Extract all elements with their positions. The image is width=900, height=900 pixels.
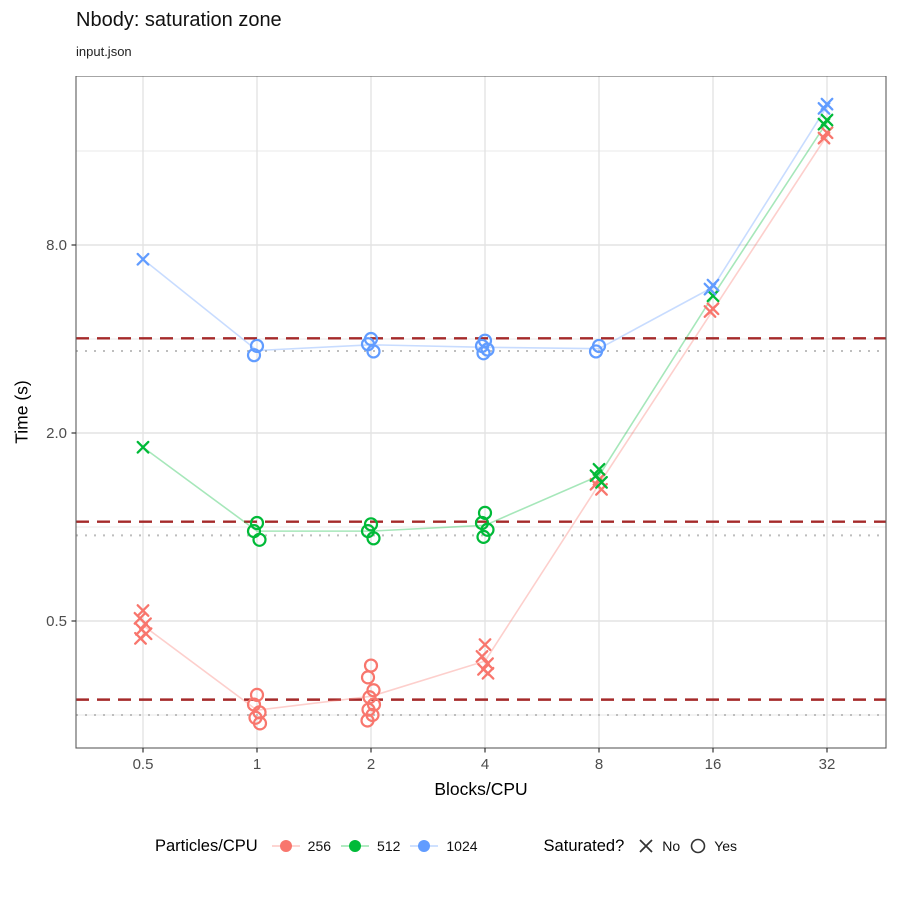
- x-tick-label: 4: [481, 756, 489, 773]
- data-point-circle: [366, 344, 381, 359]
- y-tick-label: 8.0: [46, 237, 67, 254]
- color-legend: Particles/CPU 256 512 1024: [155, 836, 486, 856]
- data-point-x: [817, 117, 831, 131]
- data-point-circle: [249, 687, 265, 702]
- data-point-circle: [476, 529, 491, 544]
- data-point-x: [478, 638, 492, 652]
- x-tick-label: 32: [819, 756, 836, 773]
- data-point-x: [136, 604, 150, 618]
- data-point-x: [703, 305, 717, 318]
- legend-dot-icon: [341, 840, 370, 852]
- y-tick-label: 2.0: [46, 425, 67, 442]
- data-point-x: [592, 462, 606, 476]
- data-point-circle: [246, 348, 262, 363]
- data-point-x: [475, 649, 489, 663]
- shape-legend: Saturated? No Yes: [544, 836, 745, 856]
- shape-legend-label: Yes: [714, 838, 738, 854]
- plot-panel: 0.5 1 2 4 8 16 32 8.0 2.0 0.5: [46, 76, 887, 773]
- legend-x-icon: [639, 839, 653, 853]
- x-tick-label: 2: [367, 756, 375, 773]
- data-point-circle: [360, 713, 375, 728]
- shape-legend-entry-no: No: [636, 836, 680, 856]
- x-axis-title: Blocks/CPU: [434, 779, 528, 799]
- shape-legend-entry-yes: Yes: [688, 836, 737, 856]
- data-point-circle: [366, 531, 381, 546]
- data-point-circle: [252, 532, 267, 547]
- data-point-circle: [366, 683, 381, 698]
- x-tick-label: 0.5: [133, 756, 154, 773]
- data-point-x: [706, 289, 720, 303]
- data-point-circle: [360, 670, 376, 685]
- color-legend-label: 256: [307, 838, 332, 854]
- y-axis-title: Time (s): [11, 380, 32, 444]
- chart-title: Nbody: saturation zone: [76, 9, 282, 31]
- color-legend-entry-1024: 1024: [408, 836, 478, 856]
- data-point-x: [817, 101, 831, 115]
- data-point-x: [136, 440, 150, 454]
- data-point-circle: [476, 346, 491, 361]
- data-point-x: [703, 282, 717, 296]
- x-tick-label: 16: [705, 756, 722, 773]
- color-legend-entry-512: 512: [339, 836, 400, 856]
- data-point-x: [481, 666, 495, 680]
- data-point-circle: [588, 344, 604, 359]
- data-point-circle: [252, 716, 268, 731]
- data-point-x: [817, 131, 831, 145]
- panel-background: [76, 76, 886, 748]
- shape-legend-title: Saturated?: [543, 836, 625, 855]
- legend-dot-icon: [410, 840, 439, 852]
- data-point-circle: [249, 338, 265, 354]
- x-tick-label: 1: [253, 756, 261, 773]
- data-point-x: [481, 657, 494, 671]
- y-tick-label: 0.5: [46, 613, 67, 630]
- chart-subtitle: input.json: [76, 44, 132, 59]
- data-point-circle: [480, 522, 495, 537]
- data-point-circle: [480, 342, 495, 357]
- data-point-x: [136, 252, 150, 266]
- data-point-x: [139, 617, 152, 631]
- data-point-x: [595, 475, 608, 489]
- color-legend-title: Particles/CPU: [154, 836, 258, 855]
- legend-circle-icon: [690, 838, 706, 854]
- color-legend-label: 512: [377, 838, 401, 854]
- data-point-x: [134, 631, 147, 645]
- legend: Particles/CPU 256 512 1024 Saturated? No Ye…: [0, 836, 900, 856]
- color-legend-label: 1024: [446, 838, 478, 854]
- data-point-circle: [363, 517, 379, 532]
- x-tick-label: 8: [595, 756, 603, 773]
- color-legend-entry-256: 256: [270, 836, 331, 856]
- data-point-circle: [249, 515, 265, 531]
- shape-legend-label: No: [662, 838, 681, 854]
- panel-border: [75, 76, 887, 749]
- legend-dot-icon: [271, 840, 300, 852]
